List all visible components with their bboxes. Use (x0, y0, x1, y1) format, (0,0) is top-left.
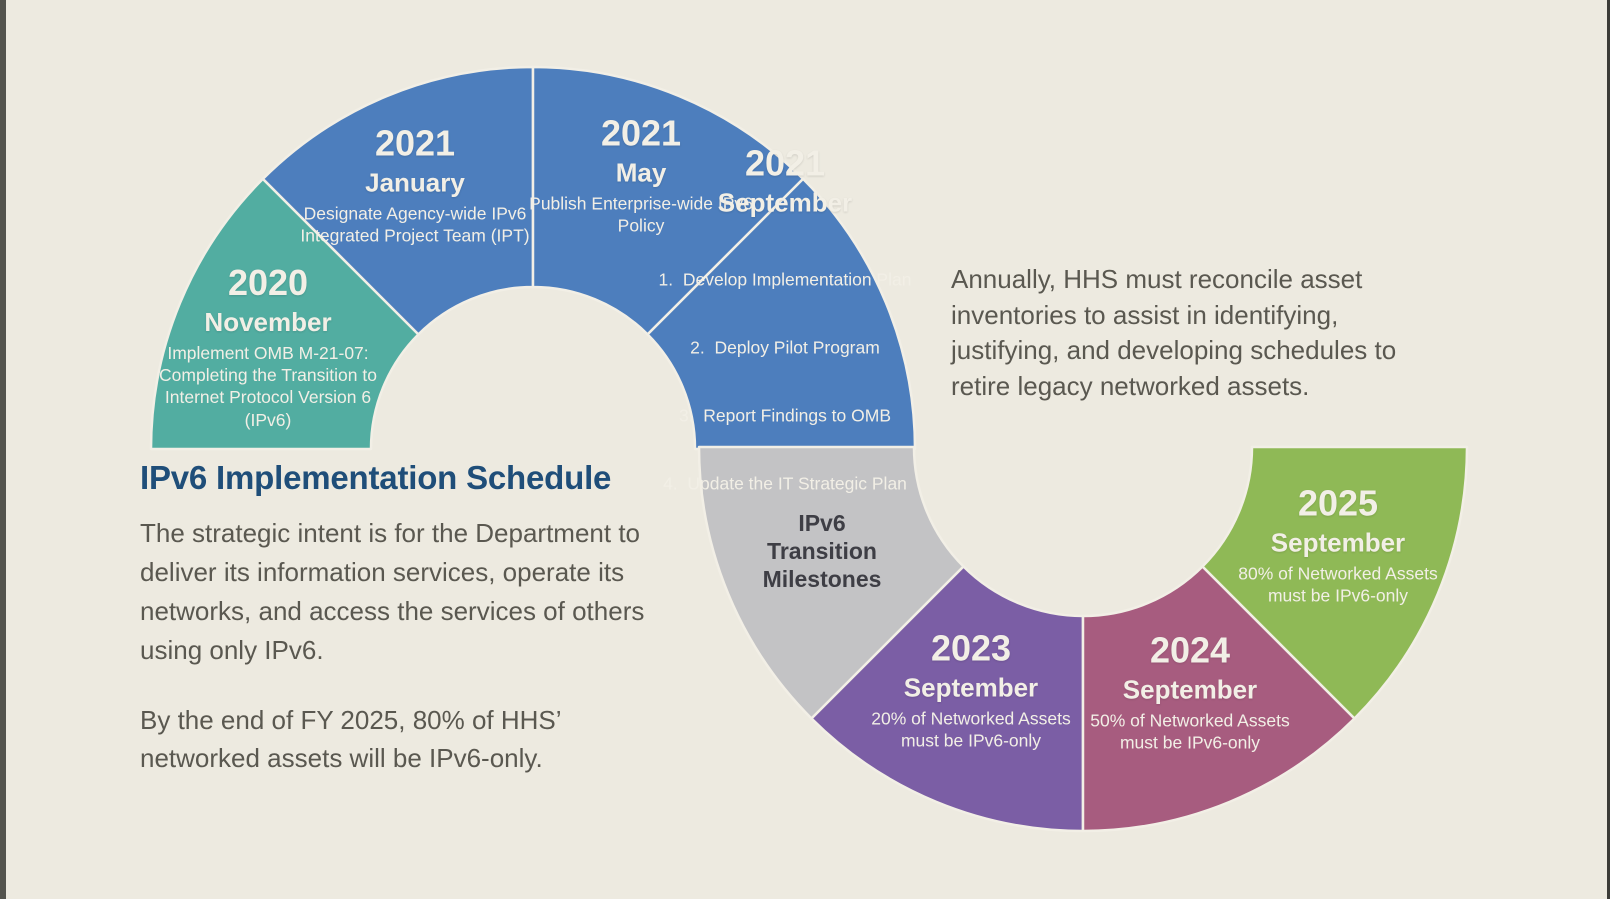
segment-2020-november (149, 177, 420, 451)
left-edge-bar (0, 0, 6, 899)
segment-2024-september (1081, 565, 1356, 833)
side-note-annual-reconciliation: Annually, HHS must reconcile asset inven… (951, 264, 1397, 401)
segment-hub-milestones (697, 445, 965, 720)
segment-2021-september (646, 177, 917, 451)
hub-label-line: IPv6 (798, 509, 846, 536)
segment-2021-january (261, 65, 535, 336)
intro-paragraph-fy2025-goal: By the end of FY 2025, 80% of HHS’ netwo… (140, 705, 561, 773)
right-edge-bar (1607, 0, 1610, 899)
hub-label-ipv6-transition-milestones: IPv6 Transition Milestones (722, 509, 922, 593)
intro-paragraph-strategic-intent: The strategic intent is for the Departme… (140, 518, 645, 665)
segment-2021-may (531, 65, 805, 336)
page-title: IPv6 Implementation Schedule (140, 459, 612, 496)
hub-label-line: Milestones (762, 566, 882, 593)
hub-label-line: Transition (767, 537, 877, 564)
segment-2023-september (810, 565, 1085, 833)
segment-2025-september (1201, 445, 1469, 720)
